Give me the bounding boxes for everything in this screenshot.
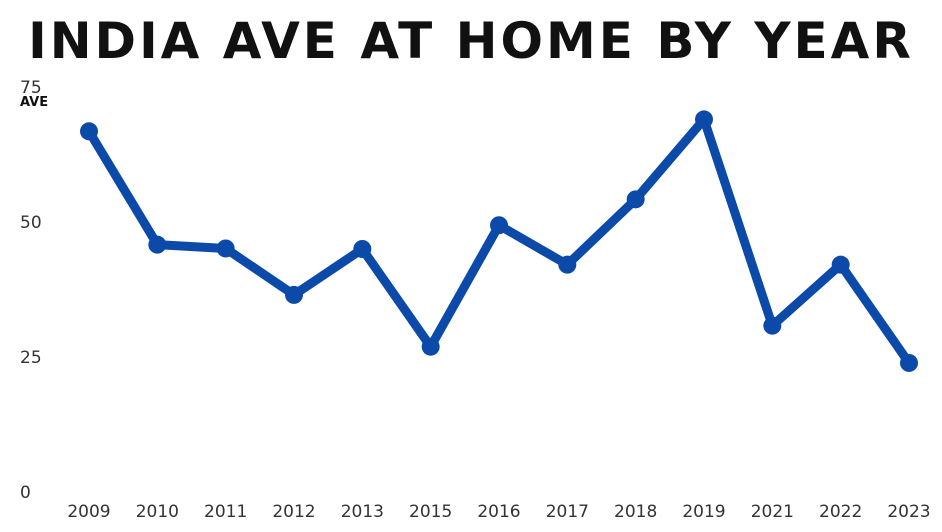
data-point — [80, 122, 98, 141]
data-point — [831, 255, 850, 274]
x-tick-label: 2012 — [272, 502, 315, 522]
x-tick-label: 2011 — [204, 502, 247, 522]
x-tick-label: 2018 — [614, 502, 657, 522]
x-tick-label: 2023 — [887, 502, 930, 522]
series-layer — [80, 110, 918, 372]
y-tick-label: 50 — [20, 213, 42, 233]
x-axis-ticks: 2009 2010 2011 2012 2013 2015 2016 2017 2018 2019… — [67, 502, 930, 522]
data-point — [421, 337, 440, 356]
data-point — [695, 110, 713, 129]
data-point — [216, 239, 235, 258]
data-point — [490, 216, 508, 235]
x-tick-label: 2009 — [67, 502, 110, 522]
x-tick-label: 2022 — [819, 502, 862, 522]
x-tick-label: 2015 — [409, 502, 452, 522]
x-tick-label: 2017 — [546, 502, 589, 522]
y-axis-ticks: 0 25 50 75 — [20, 78, 42, 503]
data-point — [626, 190, 645, 209]
y-tick-label: 0 — [20, 483, 31, 503]
data-point — [148, 235, 167, 254]
y-axis-unit-label: AVE — [20, 95, 49, 110]
data-point — [285, 285, 303, 304]
data-point — [763, 316, 782, 335]
chart-title: India Ave at Home by Year — [28, 12, 914, 70]
x-tick-label: 2021 — [751, 502, 794, 522]
x-tick-label: 2013 — [341, 502, 384, 522]
x-tick-label: 2019 — [682, 502, 725, 522]
x-tick-label: 2010 — [136, 502, 179, 522]
y-tick-label: 25 — [20, 348, 42, 368]
data-point — [900, 353, 918, 372]
y-tick-label: 75 — [20, 78, 42, 98]
series-line — [84, 114, 914, 368]
data-point — [353, 240, 372, 258]
x-tick-label: 2016 — [477, 502, 520, 522]
data-point — [558, 255, 577, 274]
